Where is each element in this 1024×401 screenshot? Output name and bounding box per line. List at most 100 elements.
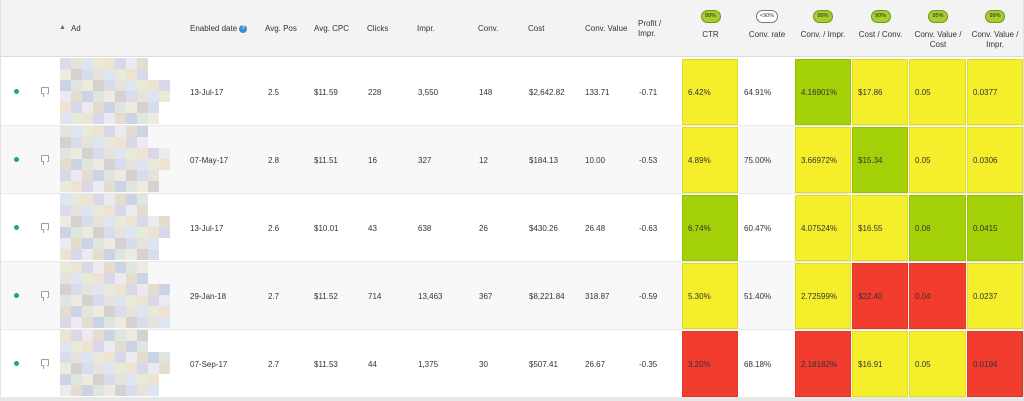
column-clicks[interactable]: Clicks: [367, 0, 407, 57]
cell-conv-value-impr: 0.0377: [967, 59, 1023, 125]
column-ctr[interactable]: 99% CTR: [682, 0, 739, 57]
ad-preview-pixel: [115, 91, 126, 102]
comment-icon[interactable]: [41, 359, 49, 366]
comment-icon[interactable]: [41, 291, 49, 298]
ad-preview-pixel: [104, 137, 115, 148]
column-conv-impr-label: Conv. / Impr.: [800, 30, 846, 39]
cell-conv-value-impr: 0.0194: [967, 331, 1023, 397]
ad-preview-pixel: [148, 385, 159, 396]
ad-preview-pixel: [93, 205, 104, 216]
column-conv[interactable]: Conv.: [478, 0, 518, 57]
cell-avg-cpc: $11.51: [314, 155, 338, 165]
ad-preview-pixel: [148, 216, 159, 227]
ad-preview-pixel: [126, 216, 137, 227]
ad-preview-pixel: [71, 273, 82, 284]
column-avg-cpc[interactable]: Avg. CPC: [314, 0, 364, 57]
ad-preview-image[interactable]: [60, 194, 184, 262]
cell-impr: 13,463: [418, 291, 443, 301]
ad-preview-pixel: [82, 159, 93, 170]
column-cost-conv[interactable]: 90% Cost / Conv.: [852, 0, 909, 57]
table-row[interactable]: 13-Jul-17 2.5 $11.59 228 3,550 148 $2,642.82 13…: [1, 58, 1023, 126]
ad-preview-image[interactable]: [60, 262, 184, 330]
ad-preview-pixel: [60, 262, 71, 273]
cell-enabled-date: 07-Sep-17: [190, 359, 228, 369]
column-impr[interactable]: Impr.: [417, 0, 457, 57]
ad-preview-pixel: [126, 249, 137, 260]
column-conv-value-cost[interactable]: 95% Conv. Value / Cost: [909, 0, 967, 57]
column-profit-impr[interactable]: Profit / Impr.: [638, 0, 678, 57]
cell-cost: $8,221.84: [529, 291, 565, 301]
comment-icon[interactable]: [41, 155, 49, 162]
table-row[interactable]: 13-Jul-17 2.6 $10.01 43 638 26 $430.26 26.48 -0.…: [1, 194, 1023, 262]
column-ad[interactable]: ▲ Ad: [59, 0, 149, 57]
ad-preview-pixel: [71, 113, 82, 124]
ad-preview-pixel: [115, 249, 126, 260]
comment-icon[interactable]: [41, 87, 49, 94]
column-enabled-date[interactable]: Enabled date ?: [190, 0, 262, 57]
sort-up-icon[interactable]: ▲: [59, 24, 66, 32]
ad-preview-pixel: [115, 148, 126, 159]
ad-preview-pixel: [93, 159, 104, 170]
ad-preview-pixel: [104, 262, 115, 273]
cell-avg-cpc: $10.01: [314, 223, 339, 233]
ad-preview-pixel: [148, 113, 159, 124]
ad-preview-pixel: [148, 306, 159, 317]
ad-preview-pixel: [60, 330, 71, 341]
ad-preview-pixel: [104, 80, 115, 91]
cell-impr: 327: [418, 155, 432, 165]
ad-preview-pixel: [115, 238, 126, 249]
ad-preview-image[interactable]: [60, 58, 184, 126]
column-cost[interactable]: Cost: [528, 0, 572, 57]
ad-preview-pixel: [82, 352, 93, 363]
ad-preview-pixel: [137, 170, 148, 181]
ad-preview-pixel: [159, 317, 170, 328]
ad-preview-pixel: [159, 80, 170, 91]
ad-preview-image[interactable]: [60, 126, 184, 194]
table-row[interactable]: 29-Jan-18 2.7 $11.52 714 13,463 367 $8,221.84 3…: [1, 262, 1023, 330]
ad-preview-pixel: [137, 137, 148, 148]
column-conv-impr[interactable]: 99% Conv. / Impr.: [795, 0, 851, 57]
cell-cost-conv: $16.55: [852, 195, 908, 261]
cell-clicks: 16: [368, 155, 377, 165]
ad-preview-pixel: [60, 102, 71, 113]
column-conv-rate[interactable]: <90% Conv. rate: [739, 0, 795, 57]
ad-preview-pixel: [71, 374, 82, 385]
column-conv-value[interactable]: Conv. Value: [585, 0, 635, 57]
ad-preview-pixel: [126, 374, 137, 385]
ad-preview-pixel: [60, 317, 71, 328]
ad-preview-pixel: [126, 330, 137, 341]
ad-preview-pixel: [137, 80, 148, 91]
ad-preview-pixel: [82, 205, 93, 216]
ad-preview-pixel: [148, 284, 159, 295]
cell-avg-pos: 2.7: [268, 359, 280, 369]
table-row[interactable]: 07-May-17 2.8 $11.51 16 327 12 $184.13 10.00 -0.…: [1, 126, 1023, 194]
ad-preview-pixel: [82, 194, 93, 205]
cell-clicks: 44: [368, 359, 377, 369]
cell-impr: 1,375: [418, 359, 439, 369]
cell-ctr: 6.42%: [682, 59, 738, 125]
help-icon[interactable]: ?: [239, 24, 248, 33]
ad-preview-image[interactable]: [60, 330, 184, 398]
ad-preview-pixel: [159, 148, 170, 159]
ad-preview-pixel: [60, 284, 71, 295]
column-avg-pos[interactable]: Avg. Pos: [265, 0, 307, 57]
ad-preview-pixel: [71, 262, 82, 273]
ad-preview-pixel: [104, 352, 115, 363]
ad-preview-pixel: [60, 249, 71, 260]
cell-cost-conv: $17.86: [852, 59, 908, 125]
ad-preview-pixel: [71, 284, 82, 295]
ad-preview-pixel: [115, 170, 126, 181]
ad-preview-pixel: [82, 341, 93, 352]
ad-preview-pixel: [82, 113, 93, 124]
cell-cost-conv: $15.34: [852, 127, 908, 193]
cell-cost-conv: $22.40: [852, 263, 908, 329]
table-row[interactable]: 07-Sep-17 2.7 $11.53 44 1,375 30 $507.41 26.67 -…: [1, 330, 1023, 398]
comment-icon[interactable]: [41, 223, 49, 230]
column-conv-value-impr[interactable]: 99% Conv. Value / Impr.: [967, 0, 1023, 57]
ad-preview-pixel: [104, 363, 115, 374]
ad-preview-pixel: [104, 170, 115, 181]
ad-preview-pixel: [104, 159, 115, 170]
ad-preview-pixel: [104, 181, 115, 192]
ad-preview-pixel: [60, 194, 71, 205]
column-clicks-label: Clicks: [367, 23, 389, 33]
